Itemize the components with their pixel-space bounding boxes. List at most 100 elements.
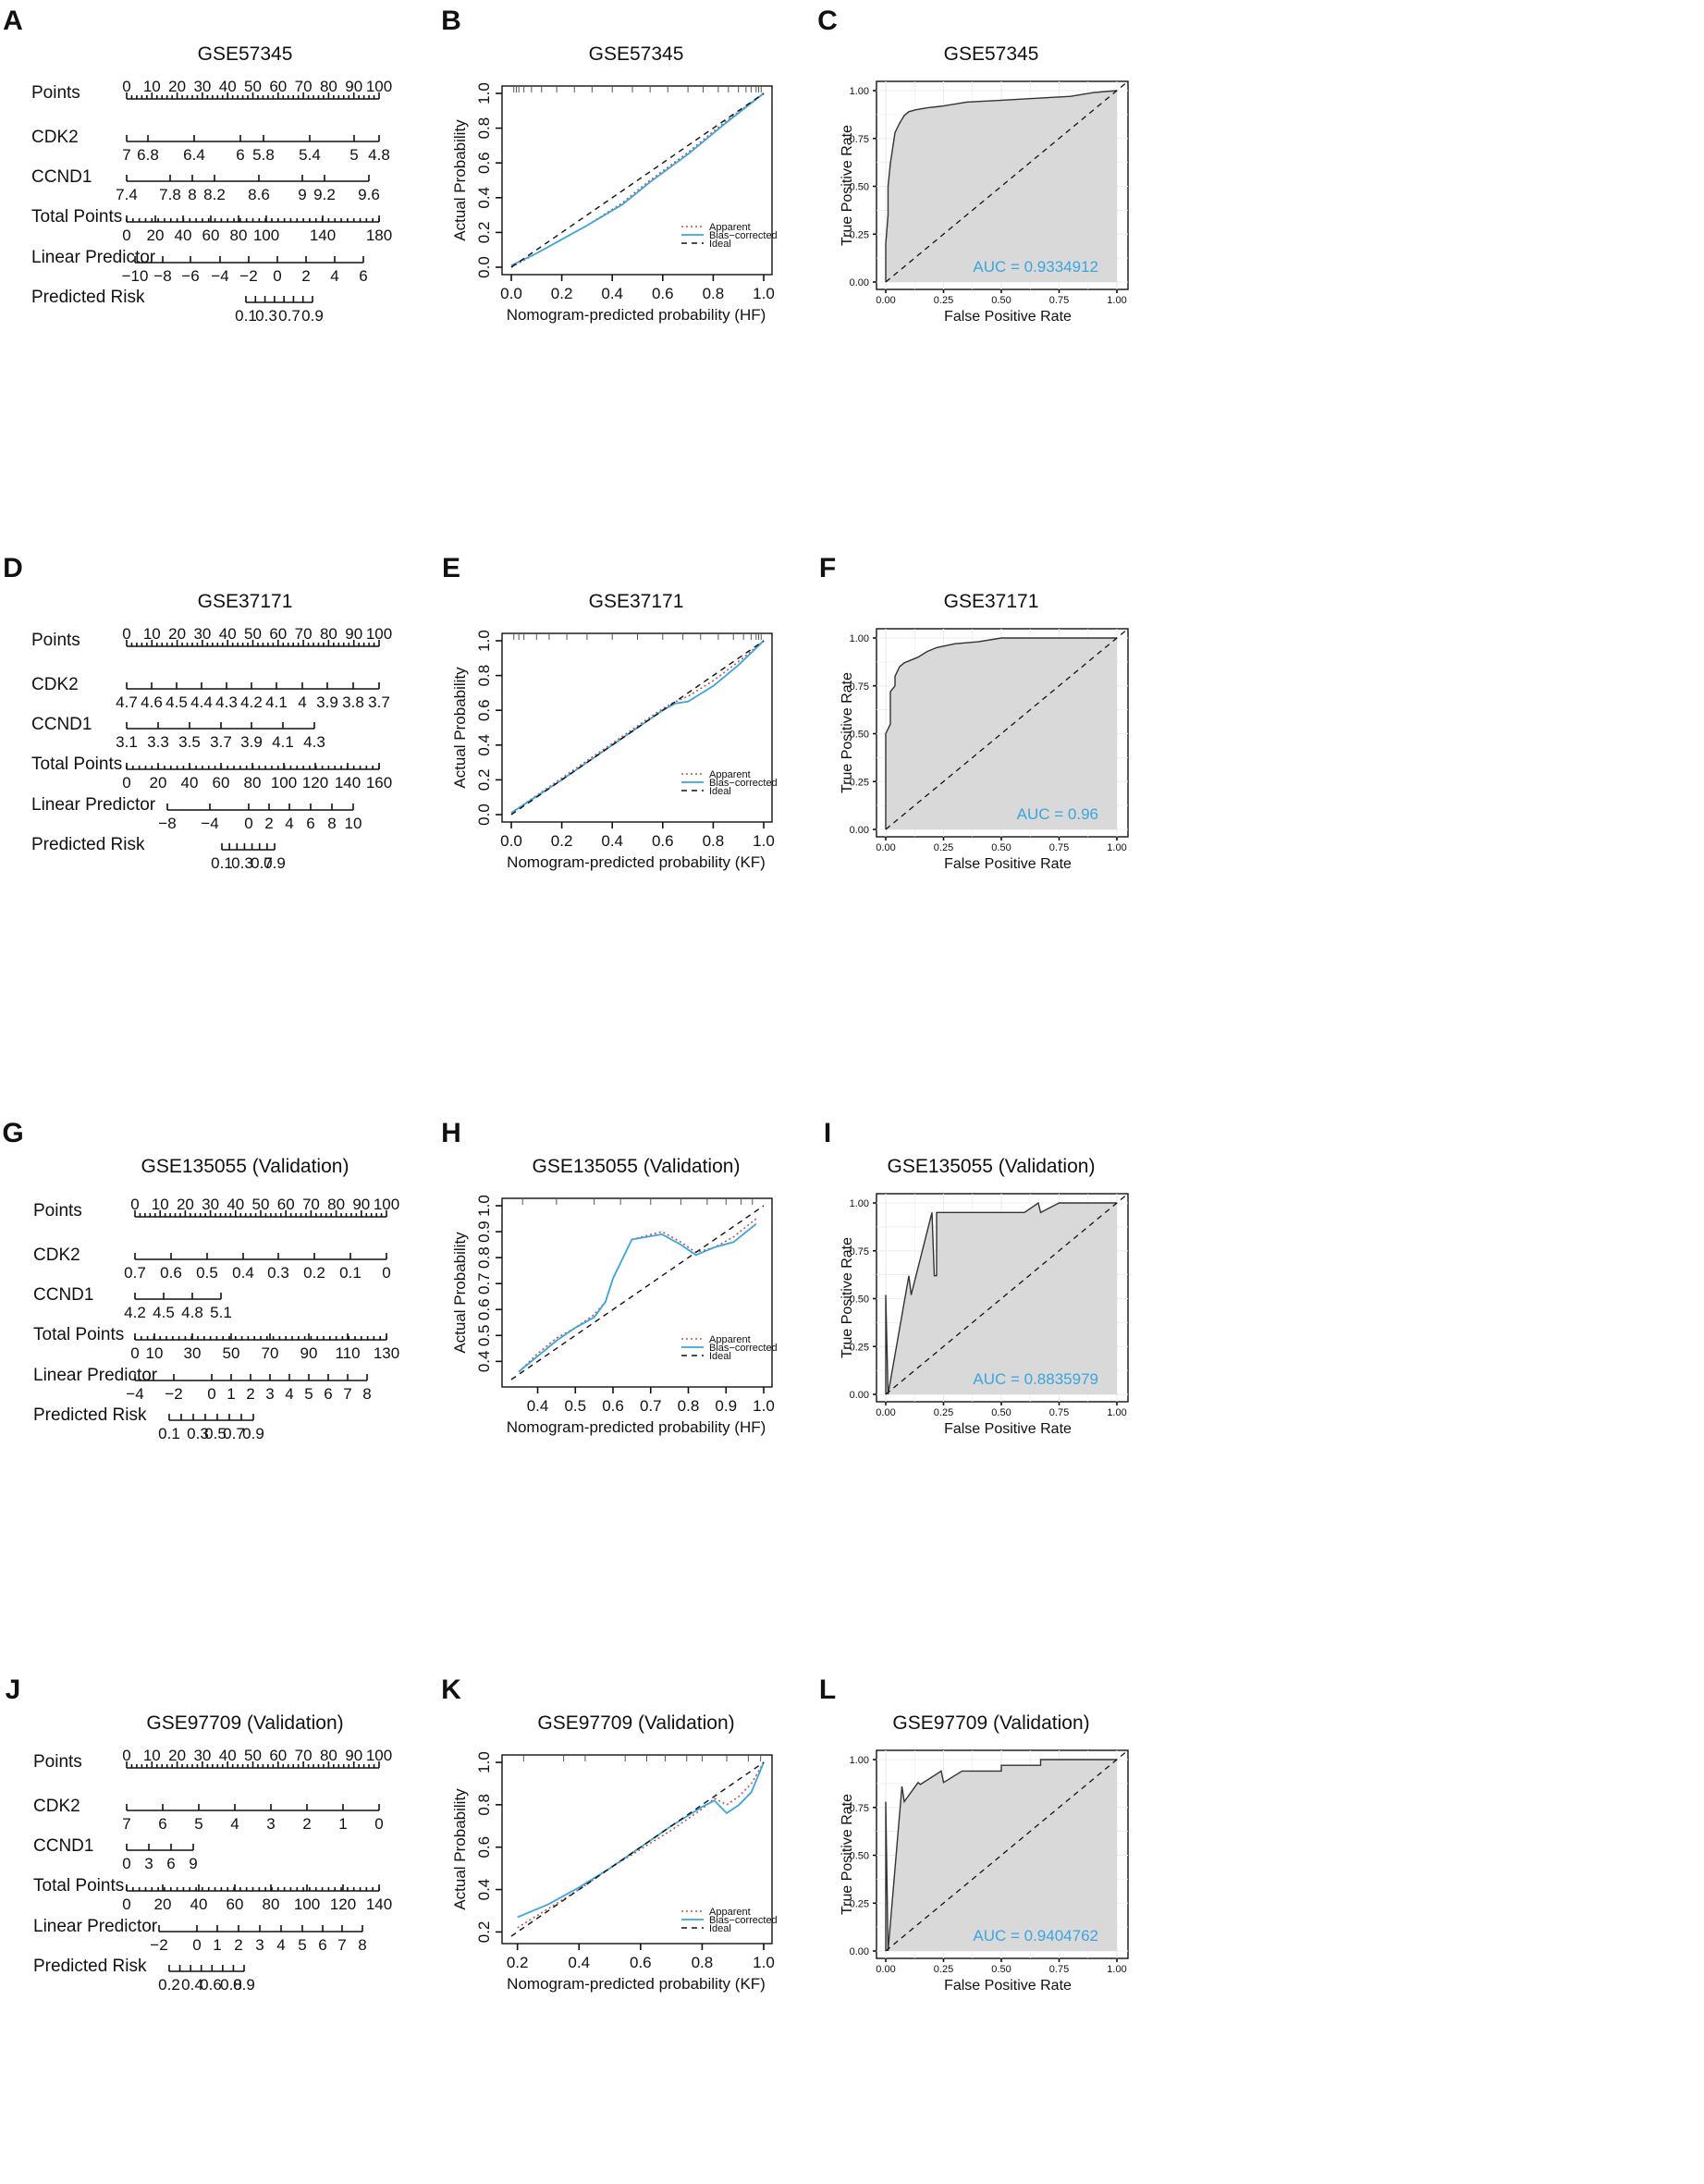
nomogram-var-label: Predicted Risk	[33, 1405, 147, 1425]
nomogram-var-label: Total Points	[33, 1876, 124, 1896]
risk-tick-label: 0.8	[220, 1976, 242, 1994]
points-tick-label: 0	[122, 1747, 130, 1764]
total-points-tick-label: 10	[146, 1344, 164, 1362]
chance-line	[885, 80, 1129, 283]
total-points-tick-label: 100	[253, 227, 279, 244]
risk-tick-label: 0.9	[242, 1425, 264, 1442]
nomogram-var-label: Points	[31, 83, 80, 103]
linear-predictor-tick-label: −4	[201, 815, 218, 832]
y-axis-label: Actual Probability	[451, 119, 469, 241]
x-tick-label: 1.0	[753, 1954, 775, 1971]
nomogram-var-label: Points	[31, 631, 80, 650]
risk-tick-label: 0.7	[278, 307, 300, 325]
x-tick-label: 0.50	[991, 1407, 1011, 1418]
x-tick-label: 0.50	[991, 295, 1011, 306]
y-tick-label: 0.6	[475, 1836, 493, 1859]
panel-title: GSE37171	[944, 591, 1039, 612]
points-tick-label: 10	[143, 625, 161, 643]
x-tick-label: 1.00	[1107, 295, 1126, 306]
total-points-tick-label: 30	[184, 1344, 202, 1362]
cdk2-tick-label: 0	[382, 1264, 390, 1282]
chance-line	[885, 1749, 1129, 1952]
roc-curve	[885, 1759, 1117, 1952]
nomogram-var-label: Points	[33, 1201, 82, 1221]
cdk2-tick-label: 5.4	[299, 146, 321, 164]
nomogram-var-label: CCND1	[33, 1285, 93, 1305]
x-axis-label: Nomogram-predicted probability (KF)	[507, 1975, 766, 1993]
points-tick-label: 0	[122, 78, 130, 95]
linear-predictor-tick-label: 6	[306, 815, 314, 832]
y-axis-label: True Positive Rate	[840, 125, 855, 246]
nomogram-panel-D: D GSE37171 Points CDK2 CCND1 Total Points Line…	[3, 553, 392, 872]
points-tick-label: 30	[193, 78, 211, 95]
points-tick-label: 20	[168, 78, 186, 95]
series-line-biascorrected	[517, 1761, 765, 1919]
nomogram-var-label: CCND1	[31, 715, 92, 734]
total-points-tick-label: 130	[374, 1344, 399, 1362]
cdk2-tick-label: 6.4	[183, 146, 205, 164]
x-tick-label: 0.4	[527, 1397, 549, 1415]
points-tick-label: 20	[168, 625, 186, 643]
x-tick-label: 0.00	[876, 1964, 895, 1975]
y-tick-label: 0.50	[850, 1851, 869, 1862]
x-tick-label: 0.75	[1049, 1964, 1069, 1975]
nomogram-var-label: CDK2	[31, 128, 79, 147]
linear-predictor-tick-label: 1	[227, 1385, 235, 1403]
linear-predictor-tick-label: 5	[298, 1936, 306, 1954]
cdk2-tick-label: 4.6	[141, 693, 163, 711]
auc-label: AUC = 0.8835979	[973, 1370, 1098, 1388]
x-tick-label: 0.4	[601, 832, 623, 850]
y-tick-label: 0.50	[850, 730, 869, 741]
nomogram-var-label: Linear Predictor	[33, 1917, 158, 1936]
linear-predictor-tick-label: 8	[362, 1385, 371, 1403]
risk-tick-label: 0.2	[158, 1976, 180, 1994]
y-tick-label: 0.0	[475, 804, 493, 826]
linear-predictor-tick-label: 4	[285, 1385, 293, 1403]
series-line-ideal	[510, 1205, 765, 1380]
cdk2-tick-label: 4	[230, 1815, 239, 1833]
panel-title: GSE57345	[589, 43, 684, 65]
y-tick-label: 0.8	[475, 117, 493, 140]
y-tick-label: 1.0	[475, 1751, 493, 1773]
y-tick-label: 0.4	[475, 1879, 493, 1901]
roc-curve	[885, 637, 1117, 829]
ccnd1-tick-label: 3.7	[210, 733, 232, 751]
x-axis-label: Nomogram-predicted probability (HF)	[507, 306, 766, 324]
cdk2-tick-label: 6	[158, 1815, 166, 1833]
total-points-tick-label: 20	[154, 1896, 172, 1913]
points-tick-label: 0	[130, 1196, 139, 1213]
linear-predictor-tick-label: −2	[239, 267, 257, 285]
y-axis-label: Actual Probability	[451, 667, 469, 789]
total-points-tick-label: 0	[122, 227, 130, 244]
nomogram-var-label: CDK2	[33, 1245, 80, 1265]
y-tick-label: 0.6	[475, 152, 493, 174]
ccnd1-tick-label: 4.3	[303, 733, 325, 751]
linear-predictor-tick-label: 4	[285, 815, 293, 832]
chance-line	[885, 1193, 1129, 1395]
y-tick-label: 0.8	[475, 1246, 493, 1269]
x-tick-label: 0.5	[564, 1397, 586, 1415]
risk-tick-label: 0.1	[211, 854, 233, 872]
linear-predictor-tick-label: 7	[343, 1385, 351, 1403]
nomogram-var-label: Predicted Risk	[31, 835, 145, 854]
x-tick-label: 0.75	[1049, 1407, 1069, 1418]
total-points-tick-label: 60	[202, 227, 220, 244]
y-tick-label: 0.25	[850, 229, 869, 240]
linear-predictor-tick-label: −8	[158, 815, 176, 832]
points-tick-label: 60	[277, 1196, 295, 1213]
panel-letter: K	[441, 1675, 461, 1705]
cdk2-tick-label: 0.2	[303, 1264, 325, 1282]
y-tick-label: 0.75	[850, 1803, 869, 1814]
y-tick-label: 1.00	[850, 633, 869, 644]
y-tick-label: 0.2	[475, 769, 493, 791]
points-tick-label: 90	[352, 1196, 370, 1213]
nomogram-var-label: CCND1	[33, 1836, 93, 1856]
risk-tick-label: 0.5	[204, 1425, 227, 1442]
y-tick-label: 0.5	[475, 1324, 493, 1346]
series-line-ideal	[510, 1761, 765, 1937]
x-axis-label: False Positive Rate	[944, 856, 1072, 872]
x-axis-label: Nomogram-predicted probability (KF)	[507, 853, 766, 871]
x-tick-label: 1.00	[1107, 1964, 1126, 1975]
risk-tick-label: 0.3	[187, 1425, 209, 1442]
